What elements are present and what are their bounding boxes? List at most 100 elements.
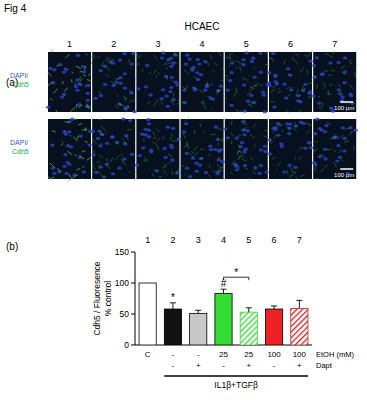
nucleus [166,126,170,129]
nucleus [122,157,126,160]
group-label: IL1β+TGFβ [214,380,258,390]
nucleus [123,86,127,89]
nucleus [336,144,340,147]
nucleus [185,54,189,57]
nucleus [337,88,341,91]
nucleus [253,76,257,79]
bar [190,313,207,345]
nucleus [211,97,215,100]
nucleus [121,117,125,120]
cell-border [313,118,355,179]
nucleus [96,137,100,140]
micrograph-bg [269,119,312,179]
nucleus [218,148,222,151]
cell-border [48,49,92,112]
nucleus [194,162,198,165]
error-bar [221,289,227,293]
bar [164,309,181,345]
treatment-label: + [246,361,251,370]
nucleus [276,134,280,137]
scale-bar [340,101,353,103]
cell-border [230,121,268,182]
column-number: 2 [111,39,116,49]
category-label: 4 [221,235,226,245]
nucleus [225,89,229,92]
nucleus [203,89,207,92]
error-bar [195,310,201,313]
nucleus [148,93,152,96]
nucleus [309,146,313,149]
treatment-label: 25 [244,350,253,359]
y-tick-label: 50 [120,309,130,319]
nucleus [203,60,207,63]
nucleus [268,152,272,155]
nucleus [184,63,188,66]
nucleus [114,81,118,84]
nucleus [323,157,327,160]
nucleus [242,133,246,136]
nucleus [267,81,271,84]
nucleus [131,52,135,55]
bar [240,312,257,345]
micrograph [91,117,138,179]
nucleus [249,94,253,97]
nucleus [117,167,121,170]
nucleus [75,89,79,92]
nucleus [162,147,166,150]
nucleus [336,61,340,64]
cell-border [140,129,180,177]
y-axis [135,252,136,345]
nucleus [342,137,346,140]
nucleus [204,171,208,174]
category-label: 5 [246,235,251,245]
nucleus [135,164,139,167]
nucleus [81,65,85,68]
nucleus [267,138,271,141]
nucleus [267,71,271,74]
nucleus [259,71,263,74]
nucleus [65,161,69,164]
stain-label: Cdh5 [12,81,29,88]
micrograph [224,51,269,115]
nucleus [312,64,316,67]
nucleus [187,57,191,60]
nucleus [67,130,71,133]
nucleus [205,85,209,88]
column-number: 7 [332,39,337,49]
nucleus [165,105,169,108]
cell-border [91,54,136,115]
treatment-name: Dapt [316,361,333,370]
nucleus [348,126,352,129]
nucleus [85,99,89,102]
nucleus [171,127,175,130]
nucleus [223,127,227,130]
nucleus [308,90,312,93]
nucleus [259,164,263,167]
nucleus [99,69,103,72]
micrograph-bg [48,52,91,112]
scale-bar [340,168,353,170]
nucleus [110,135,114,138]
nucleus [76,54,80,57]
nucleus [293,166,297,169]
nucleus [66,144,70,147]
nucleus [94,171,98,174]
treatment-label: C [145,350,151,359]
nucleus [163,156,167,159]
nucleus [282,83,286,86]
cell-border [135,53,182,111]
nucleus [171,98,175,101]
nucleus [317,127,321,130]
nucleus [188,175,192,178]
micrograph-bg [92,119,135,179]
nucleus [282,170,286,173]
nucleus [128,119,132,122]
cell-border [224,53,269,115]
treatment-label: 100 [293,350,307,359]
nucleus [110,135,114,138]
group-line [164,375,308,377]
nucleus [323,148,327,151]
cell-border [309,50,360,110]
y-tick-label: 0 [124,340,129,350]
nucleus [98,144,102,147]
